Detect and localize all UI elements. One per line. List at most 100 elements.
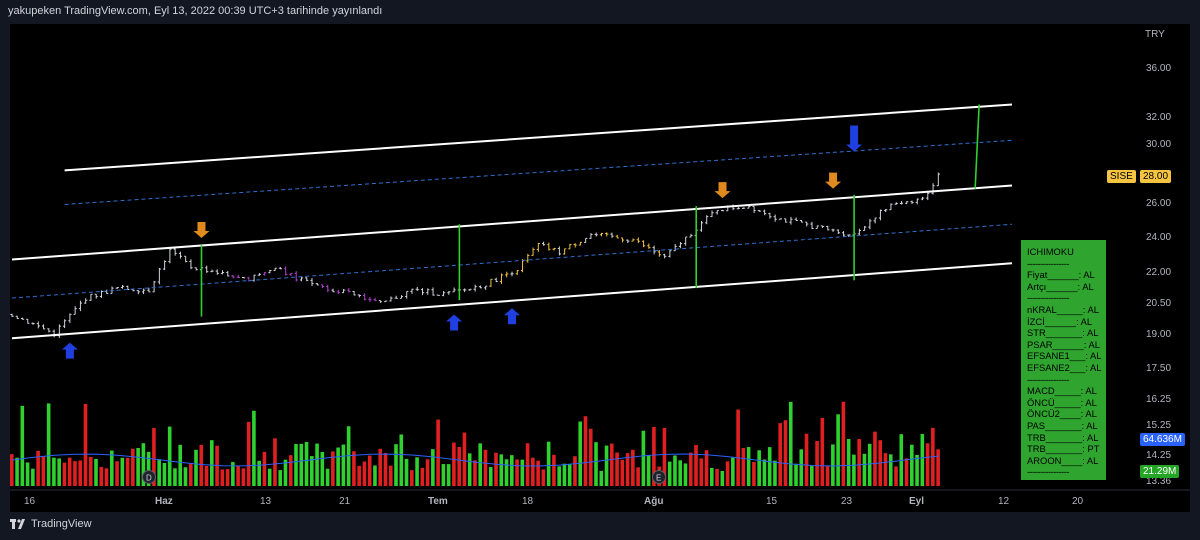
volume-bar (83, 403, 88, 486)
volume-bar (225, 469, 230, 486)
volume-bar (152, 428, 156, 486)
volume-bar (752, 461, 756, 486)
volume-bar (420, 467, 425, 486)
volume-bar (383, 453, 388, 486)
volume-bar (541, 469, 546, 486)
volume-bar (446, 464, 451, 486)
chart-frame[interactable]: TRY 36.00 32.00 30.00 26.00 24.00 22.00 20.50 19… (10, 24, 1190, 512)
volume-bar (678, 460, 683, 486)
volume-bar (294, 444, 298, 486)
x-tick-label: Eyl (909, 496, 924, 507)
volume-bar (799, 449, 804, 486)
volume-bar (478, 443, 483, 486)
panel-separator: ---------------- (1027, 292, 1069, 304)
y-tick-label: 16.25 (1146, 394, 1171, 405)
panel-row: PSAR______: AL (1027, 338, 1100, 350)
volume-last-tag: 21.29M (1140, 465, 1180, 478)
panel-row: Fiyat______: AL (1027, 269, 1095, 281)
volume-bar (252, 410, 256, 486)
event-marker-letter: D (146, 474, 152, 483)
volume-bar (873, 431, 877, 486)
volume-bar (46, 403, 51, 486)
volume-bar (304, 441, 309, 486)
volume-bar (815, 440, 819, 486)
volume-bar (357, 465, 361, 486)
volume-bar (636, 467, 640, 486)
volume-bar (183, 467, 188, 486)
volume-bar (125, 457, 130, 486)
volume-bar (741, 448, 746, 486)
x-tick-label: Ağu (644, 496, 663, 507)
y-tick-label: 36.00 (1146, 63, 1171, 74)
volume-bar (378, 448, 383, 486)
tradingview-logo-icon (10, 519, 25, 529)
volume-layer (10, 401, 940, 486)
volume-bar (188, 463, 193, 486)
volume-bar (720, 470, 725, 486)
x-tick-label: Tem (428, 496, 448, 507)
volume-bar (273, 438, 277, 486)
x-tick-label: 16 (24, 496, 36, 507)
event-marker (142, 470, 156, 484)
panel-row: TRB_______: AL (1027, 431, 1099, 443)
volume-bar (336, 447, 340, 486)
volume-bar (115, 461, 119, 486)
volume-bar (204, 465, 209, 486)
volume-bar (904, 458, 909, 486)
panel-row: EFSANE2___: AL (1027, 361, 1102, 373)
volume-bar (267, 468, 272, 486)
volume-bar (641, 430, 646, 486)
volume-bar (652, 426, 656, 486)
volume-bar (778, 423, 783, 486)
panel-row: ÖNCÜ_____: AL (1027, 396, 1097, 408)
volume-bar (715, 468, 719, 486)
volume-bar (599, 470, 604, 486)
volume-bar (15, 457, 19, 486)
volume-bar (104, 468, 109, 486)
panel-row: nKRAL_____: AL (1027, 303, 1099, 315)
volume-bar (141, 443, 146, 486)
volume-bar (620, 459, 625, 486)
price-chart[interactable]: TRY 36.00 32.00 30.00 26.00 24.00 22.00 20.50 19… (10, 24, 1190, 512)
volume-bar (825, 465, 830, 486)
volume-bar (262, 451, 267, 486)
volume-bar (483, 449, 488, 486)
volume-bar (757, 450, 761, 486)
volume-bar (562, 463, 567, 486)
volume-bar (283, 459, 288, 486)
volume-bar (325, 468, 330, 486)
volume-bar (457, 446, 461, 486)
panel-separator: ---------------- (1027, 373, 1069, 385)
volume-bar (110, 450, 114, 486)
footer-bar (0, 512, 1200, 540)
volume-bar (573, 456, 577, 486)
volume-bar (531, 457, 535, 486)
volume-bar (846, 438, 851, 486)
volume-bar (99, 466, 104, 486)
tradingview-logo[interactable]: TradingView (10, 518, 92, 530)
volume-bar (373, 465, 377, 486)
volume-bar (920, 433, 925, 486)
volume-bar (488, 467, 493, 486)
volume-bar (767, 447, 772, 486)
volume-bar (88, 456, 93, 486)
volume-bar (783, 420, 788, 486)
volume-bar (10, 454, 14, 486)
volume-bar (852, 454, 856, 486)
x-tick-label: 13 (260, 496, 272, 507)
panel-row: STR_______: AL (1027, 327, 1099, 339)
axis-layer: TRY 36.00 32.00 30.00 26.00 24.00 22.00 20.50 19… (10, 29, 1190, 507)
volume-bar (431, 449, 435, 486)
volume-bar (546, 441, 551, 486)
volume-bar (594, 442, 598, 486)
volume-bar (683, 463, 688, 486)
publish-header: yakupeken TradingView.com, Eyl 13, 2022 … (8, 5, 383, 17)
signal-panel: ICHIMOKU ---------------- Fiyat______: A… (1021, 240, 1106, 480)
volume-bar (157, 459, 161, 486)
volume-bar (25, 462, 30, 486)
tradingview-brand: TradingView (31, 518, 92, 530)
volume-bar (936, 449, 940, 486)
volume-bar (362, 461, 367, 486)
trendline-layer (11, 103, 1013, 359)
volume-bar (536, 460, 540, 486)
